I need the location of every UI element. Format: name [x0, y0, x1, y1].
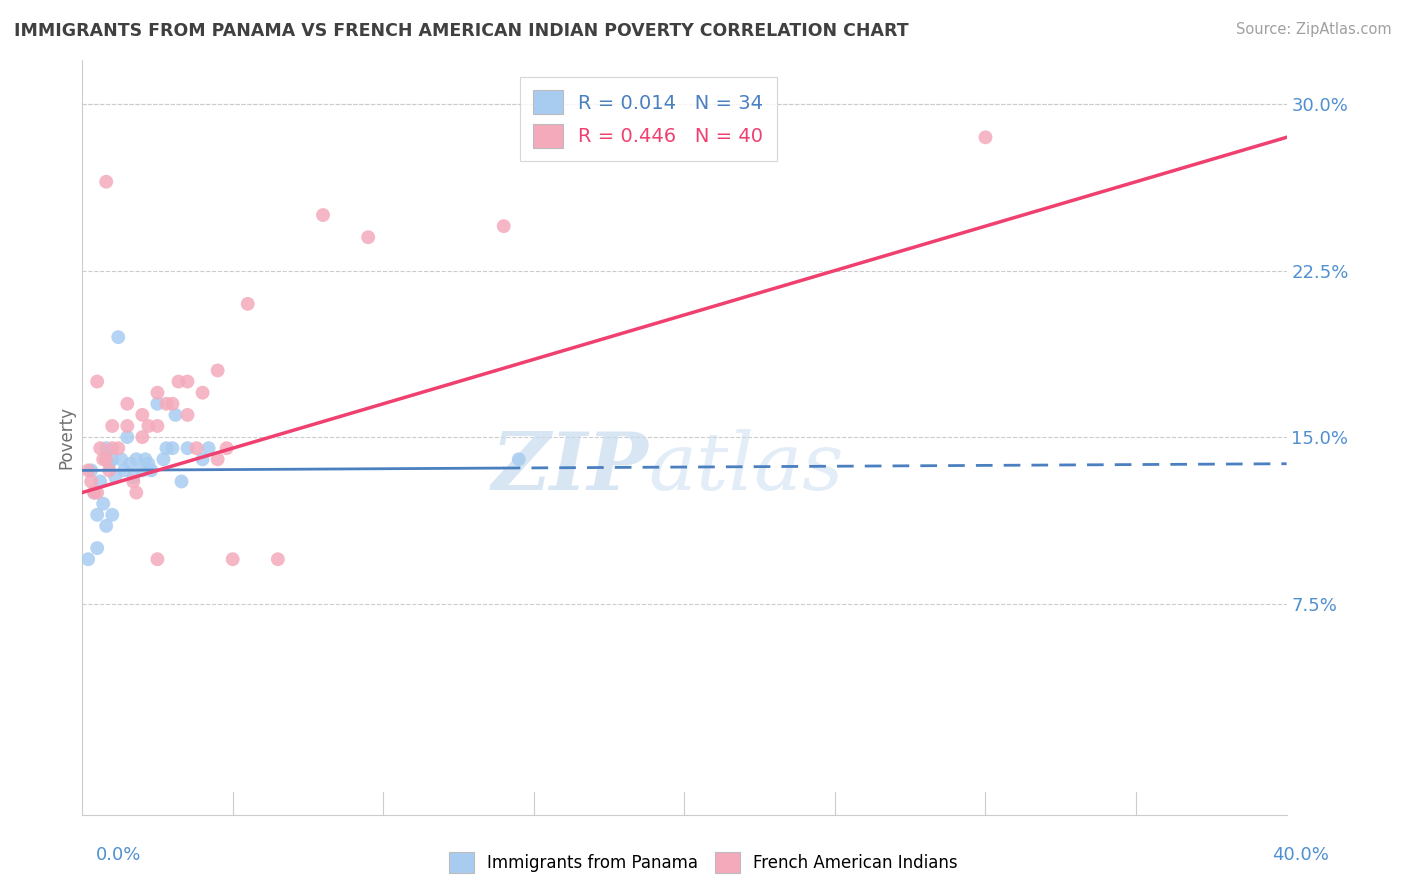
Point	[162, 441, 184, 455]
Point	[215, 441, 238, 455]
Point	[120, 457, 142, 471]
Text: IMMIGRANTS FROM PANAMA VS FRENCH AMERICAN INDIAN POVERTY CORRELATION CHART: IMMIGRANTS FROM PANAMA VS FRENCH AMERICA…	[14, 22, 908, 40]
Point	[207, 363, 229, 377]
Point	[96, 452, 118, 467]
Point	[508, 452, 530, 467]
Point	[191, 385, 214, 400]
Point	[101, 419, 124, 434]
Point	[492, 219, 515, 234]
Point	[146, 397, 169, 411]
Point	[122, 470, 145, 484]
Point	[107, 441, 129, 455]
Point	[131, 408, 153, 422]
Text: 0.0%: 0.0%	[96, 846, 141, 863]
Point	[207, 452, 229, 467]
Point	[146, 385, 169, 400]
Point	[267, 552, 290, 566]
Point	[83, 485, 105, 500]
Point	[138, 457, 160, 471]
Point	[80, 463, 103, 477]
Point	[125, 452, 148, 467]
Point	[110, 452, 132, 467]
Point	[176, 375, 198, 389]
Point	[131, 463, 153, 477]
Point	[176, 441, 198, 455]
Point	[170, 475, 193, 489]
Point	[155, 441, 177, 455]
Point	[101, 508, 124, 522]
Point	[96, 175, 118, 189]
Point	[122, 475, 145, 489]
Point	[186, 441, 208, 455]
Text: 40.0%: 40.0%	[1272, 846, 1329, 863]
Point	[98, 463, 121, 477]
Point	[80, 475, 103, 489]
Point	[96, 441, 118, 455]
Point	[107, 330, 129, 344]
Point	[165, 408, 187, 422]
Point	[86, 375, 108, 389]
Point	[221, 552, 243, 566]
Point	[236, 297, 259, 311]
Text: Source: ZipAtlas.com: Source: ZipAtlas.com	[1236, 22, 1392, 37]
Point	[357, 230, 380, 244]
Point	[125, 485, 148, 500]
Point	[86, 485, 108, 500]
Point	[98, 457, 121, 471]
Point	[167, 375, 190, 389]
Point	[86, 508, 108, 522]
Point	[138, 419, 160, 434]
Point	[117, 397, 139, 411]
Point	[89, 475, 111, 489]
Point	[77, 552, 100, 566]
Point	[86, 541, 108, 555]
Point	[155, 397, 177, 411]
Point	[117, 430, 139, 444]
Legend: R = 0.014   N = 34, R = 0.446   N = 40: R = 0.014 N = 34, R = 0.446 N = 40	[520, 77, 776, 161]
Point	[101, 452, 124, 467]
Point	[974, 130, 997, 145]
Point	[101, 441, 124, 455]
Point	[146, 552, 169, 566]
Point	[134, 452, 156, 467]
Point	[77, 463, 100, 477]
Point	[83, 485, 105, 500]
Point	[91, 497, 114, 511]
Point	[141, 463, 163, 477]
Point	[197, 441, 219, 455]
Point	[312, 208, 335, 222]
Point	[96, 519, 118, 533]
Text: atlas: atlas	[648, 428, 844, 506]
Point	[89, 441, 111, 455]
Legend: Immigrants from Panama, French American Indians: Immigrants from Panama, French American …	[441, 846, 965, 880]
Point	[131, 430, 153, 444]
Point	[104, 470, 127, 484]
Point	[112, 463, 135, 477]
Y-axis label: Poverty: Poverty	[58, 406, 75, 468]
Point	[152, 452, 174, 467]
Point	[191, 452, 214, 467]
Point	[91, 452, 114, 467]
Point	[176, 408, 198, 422]
Point	[162, 397, 184, 411]
Text: ZIP: ZIP	[491, 428, 648, 506]
Point	[146, 419, 169, 434]
Point	[117, 419, 139, 434]
